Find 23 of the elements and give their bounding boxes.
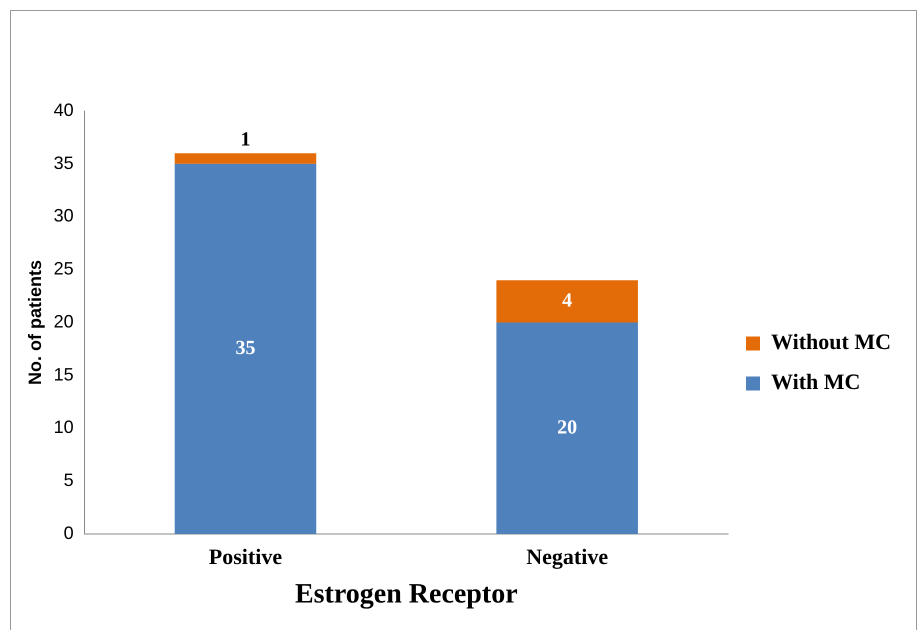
y-tick-label: 10	[54, 417, 74, 438]
data-label: 1	[240, 128, 250, 150]
y-axis-title: No. of patients	[24, 260, 45, 385]
x-axis-title: Estrogen Receptor	[294, 578, 518, 610]
legend-label: Without MC	[771, 329, 892, 354]
data-label: 20	[557, 416, 578, 438]
bar	[174, 164, 316, 534]
y-tick-label: 20	[54, 311, 74, 332]
bar	[496, 322, 638, 534]
y-tick-label: 15	[54, 364, 74, 384]
y-tick-label: 0	[64, 522, 74, 543]
y-tick-label: 30	[54, 206, 74, 226]
y-tick-label: 5	[64, 470, 74, 490]
x-tick-label: Negative	[526, 544, 608, 569]
x-tick-label: Positive	[208, 544, 282, 569]
y-tick-label: 35	[54, 152, 74, 173]
y-tick-label: 40	[54, 100, 74, 120]
data-label: 4	[562, 290, 572, 312]
data-label: 35	[235, 337, 256, 360]
legend-label: With MC	[771, 369, 860, 394]
bar	[174, 153, 316, 164]
bar	[496, 280, 638, 322]
y-tick-label: 25	[54, 258, 74, 279]
